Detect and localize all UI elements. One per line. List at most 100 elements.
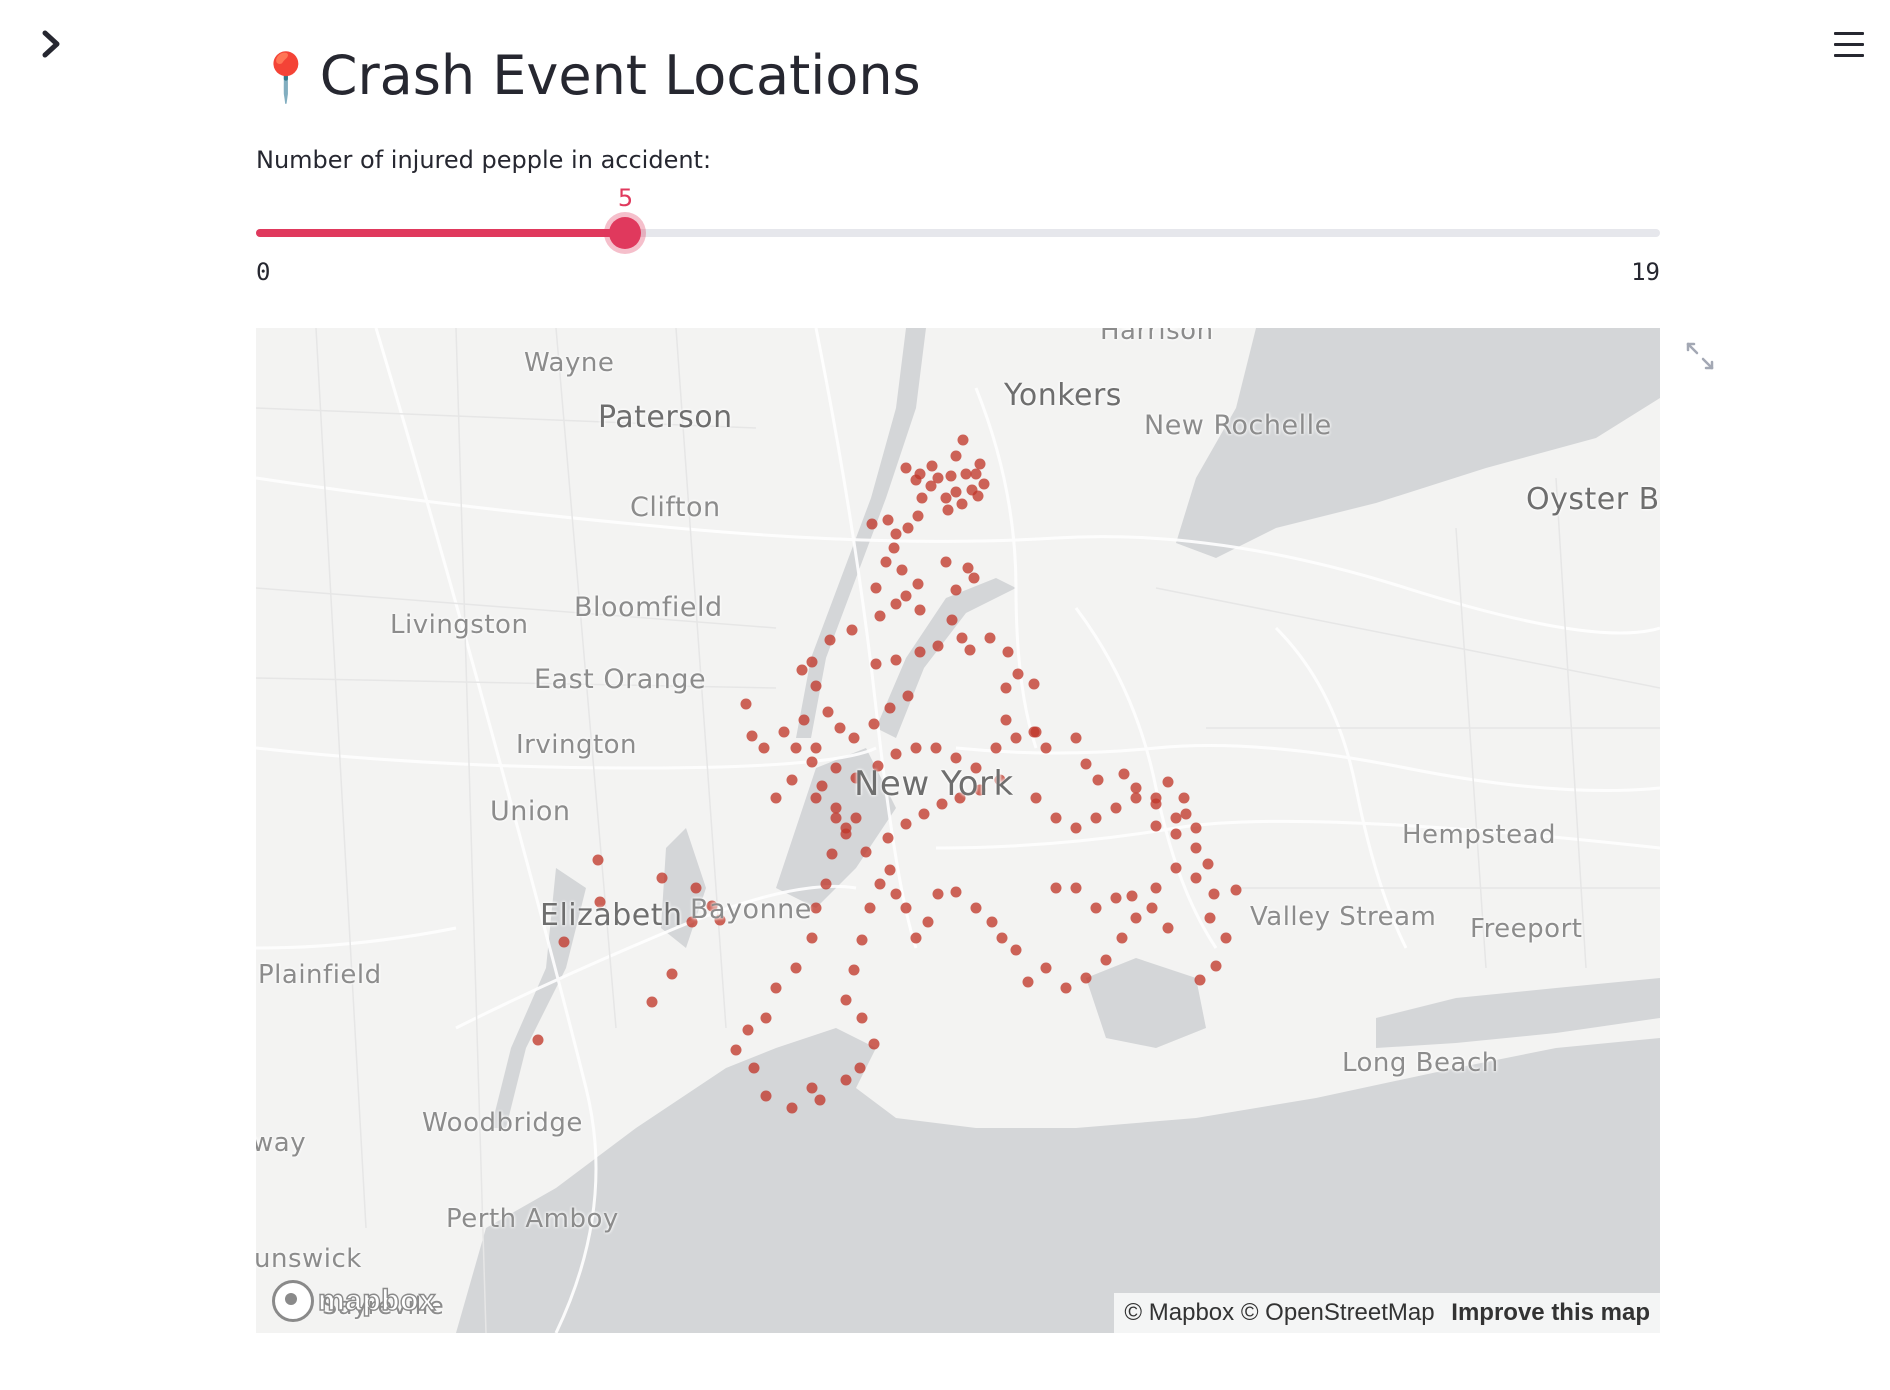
crash-point[interactable] [870,658,882,670]
crash-point[interactable] [968,572,980,584]
crash-point[interactable] [746,730,758,742]
crash-point[interactable] [790,742,802,754]
crash-point[interactable] [850,812,862,824]
crash-point[interactable] [914,604,926,616]
crash-point[interactable] [974,784,986,796]
crash-point[interactable] [960,468,972,480]
crash-point[interactable] [594,896,606,908]
crash-point[interactable] [1030,726,1042,738]
crash-point[interactable] [972,490,984,502]
crash-point[interactable] [834,722,846,734]
crash-point[interactable] [748,1062,760,1074]
crash-point[interactable] [860,846,872,858]
crash-point[interactable] [1060,982,1072,994]
crash-point[interactable] [1090,812,1102,824]
crash-point[interactable] [1050,882,1062,894]
attribution-osm-link[interactable]: © OpenStreetMap [1240,1299,1435,1326]
crash-point[interactable] [1180,808,1192,820]
crash-point[interactable] [922,916,934,928]
slider-thumb[interactable] [609,217,642,249]
crash-point[interactable] [957,434,969,446]
crash-point[interactable] [1110,802,1122,814]
crash-point[interactable] [758,742,770,754]
crash-point[interactable] [820,878,832,890]
crash-point[interactable] [856,934,868,946]
crash-point[interactable] [950,886,962,898]
crash-point[interactable] [868,718,880,730]
crash-point[interactable] [1208,888,1220,900]
crash-point[interactable] [970,762,982,774]
crash-point[interactable] [810,742,822,754]
crash-point[interactable] [856,1012,868,1024]
crash-point[interactable] [936,798,948,810]
crash-point[interactable] [1040,962,1052,974]
crash-point[interactable] [1204,912,1216,924]
crash-point[interactable] [1202,858,1214,870]
crash-point[interactable] [1126,890,1138,902]
crash-point[interactable] [918,808,930,820]
crash-point[interactable] [912,578,924,590]
crash-point[interactable] [866,518,878,530]
crash-point[interactable] [954,792,966,804]
crash-point[interactable] [1190,872,1202,884]
crash-point[interactable] [890,888,902,900]
crash-point[interactable] [868,1038,880,1050]
crash-point[interactable] [848,964,860,976]
crash-point[interactable] [925,480,937,492]
crash-point[interactable] [872,760,884,772]
crash-point[interactable] [826,848,838,860]
crash-point[interactable] [686,916,698,928]
slider-track[interactable] [256,229,1660,237]
crash-point[interactable] [592,854,604,866]
crash-point[interactable] [796,664,808,676]
crash-point[interactable] [742,1024,754,1036]
crash-point[interactable] [986,916,998,928]
crash-point[interactable] [1162,922,1174,934]
crash-point[interactable] [932,472,944,484]
crash-point[interactable] [532,1034,544,1046]
crash-point[interactable] [1118,768,1130,780]
crash-point[interactable] [850,772,862,784]
crash-point[interactable] [770,792,782,804]
crash-point[interactable] [994,774,1006,786]
crash-point[interactable] [910,742,922,754]
crash-point[interactable] [822,706,834,718]
crash-point[interactable] [1178,792,1190,804]
crash-point[interactable] [786,774,798,786]
crash-point[interactable] [984,632,996,644]
crash-point[interactable] [950,752,962,764]
crash-point[interactable] [900,462,912,474]
crash-point[interactable] [940,492,952,504]
injured-count-slider[interactable]: 5 [256,184,1660,249]
crash-point[interactable] [1150,882,1162,894]
crash-point[interactable] [798,714,810,726]
crash-point[interactable] [884,702,896,714]
crash-point[interactable] [930,742,942,754]
crash-point[interactable] [810,902,822,914]
crash-point[interactable] [902,522,914,534]
crash-point[interactable] [656,872,668,884]
crash-point[interactable] [1116,932,1128,944]
crash-point[interactable] [840,1074,852,1086]
crash-point[interactable] [950,584,962,596]
crash-point[interactable] [996,932,1008,944]
crash-point[interactable] [970,468,982,480]
crash-point[interactable] [914,646,926,658]
crash-point[interactable] [690,882,702,894]
crash-point[interactable] [940,556,952,568]
crash-point[interactable] [1150,820,1162,832]
crash-point[interactable] [830,812,842,824]
crash-point[interactable] [962,562,974,574]
crash-point[interactable] [1090,902,1102,914]
sidebar-toggle-button[interactable] [38,28,66,60]
mapbox-logo[interactable]: mapbox [272,1280,436,1322]
crash-point[interactable] [806,932,818,944]
crash-point[interactable] [970,902,982,914]
crash-point[interactable] [1194,974,1206,986]
crash-point[interactable] [1070,882,1082,894]
crash-point[interactable] [926,460,938,472]
crash-point[interactable] [1220,932,1232,944]
crash-point[interactable] [874,878,886,890]
crash-point[interactable] [950,450,962,462]
crash-point[interactable] [1190,842,1202,854]
